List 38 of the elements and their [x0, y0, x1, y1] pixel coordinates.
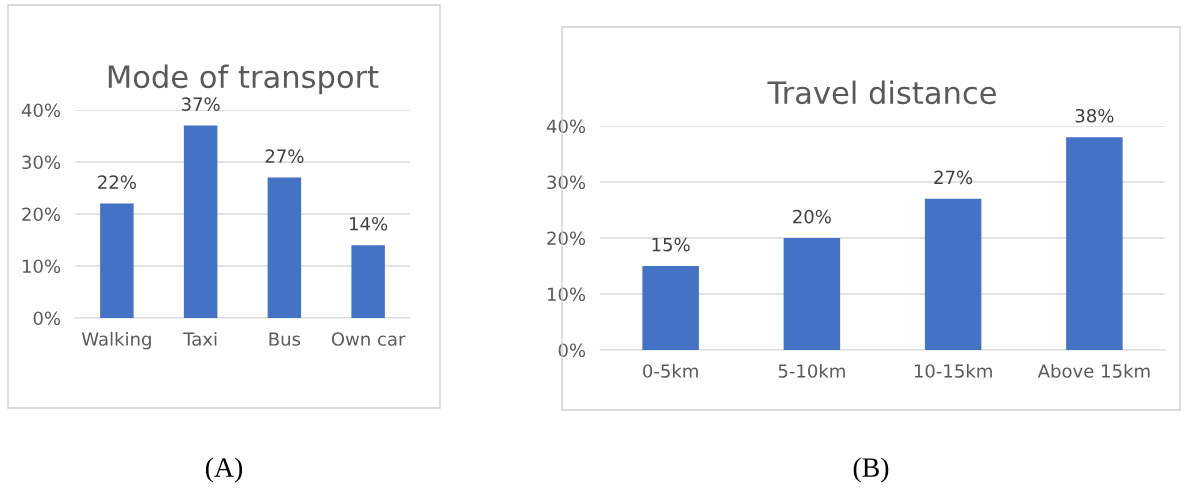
text: (B)	[853, 457, 889, 483]
x-tick-label: Own car	[331, 332, 406, 346]
y-tick-label: 10%	[547, 287, 586, 302]
bar	[924, 198, 982, 350]
chart-title: Mode of transport	[108, 64, 379, 95]
x-tick-label: 0-5km	[643, 363, 698, 378]
y-tick-label: 0%	[33, 311, 61, 326]
y-tick-label: 0%	[558, 343, 586, 358]
data-label: 22%	[98, 175, 136, 189]
data-label: 20%	[793, 209, 831, 224]
data-label: 37%	[181, 97, 220, 111]
y-tick-label: 40%	[546, 119, 586, 134]
bar	[1066, 137, 1123, 350]
x-tick-label: 5-10km	[778, 363, 845, 378]
bar	[183, 125, 218, 318]
data-label: 38%	[1075, 108, 1114, 123]
x-tick-label: Above 15km	[1037, 363, 1150, 378]
x-tick-label: Bus	[269, 332, 301, 346]
x-tick-label: 10-15km	[914, 363, 992, 378]
y-tick-label: 40%	[21, 103, 61, 118]
x-tick-label: Taxi	[183, 331, 217, 346]
x-tick-label: Walking	[81, 331, 151, 350]
chart-title: Travel distance	[767, 80, 996, 105]
bar	[642, 266, 699, 350]
bar	[267, 177, 302, 318]
y-tick-label: 10%	[22, 259, 61, 274]
data-label: 27%	[265, 149, 304, 163]
data-label: 14%	[350, 216, 388, 231]
bar	[100, 203, 134, 318]
bar	[351, 245, 385, 318]
y-tick-label: 20%	[547, 231, 586, 246]
data-label: 15%	[652, 237, 690, 252]
bar	[783, 238, 841, 350]
y-tick-label: 30%	[547, 175, 586, 190]
data-label: 27%	[934, 170, 973, 185]
text: (A)	[205, 457, 243, 483]
y-tick-label: 20%	[22, 207, 61, 222]
y-tick-label: 30%	[22, 155, 61, 170]
